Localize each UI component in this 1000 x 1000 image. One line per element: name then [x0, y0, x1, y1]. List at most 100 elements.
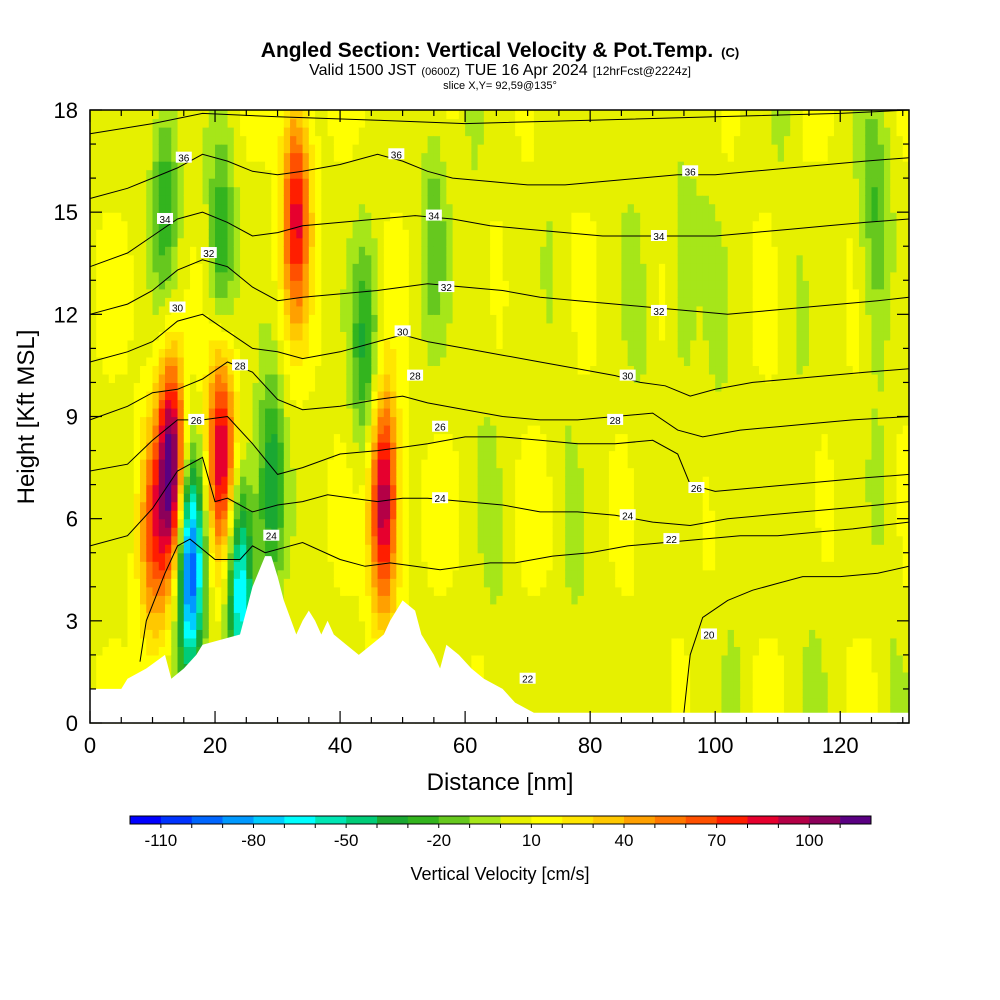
- velocity-cell: [165, 510, 172, 520]
- velocity-cell: [352, 552, 360, 562]
- velocity-cell: [483, 195, 491, 205]
- velocity-cell: [252, 246, 260, 256]
- velocity-cell: [121, 280, 129, 290]
- velocity-cell: [177, 186, 185, 196]
- velocity-cell: [271, 161, 279, 171]
- velocity-cell: [96, 135, 104, 145]
- velocity-cell: [471, 135, 479, 145]
- velocity-cell: [496, 314, 504, 324]
- velocity-cell: [315, 271, 322, 281]
- velocity-cell: [233, 203, 241, 213]
- velocity-cell: [365, 518, 372, 528]
- velocity-cell: [315, 612, 322, 622]
- velocity-cell: [508, 237, 516, 247]
- velocity-cell: [258, 544, 266, 554]
- velocity-cell: [146, 654, 154, 664]
- velocity-cell: [258, 127, 266, 137]
- velocity-cell: [140, 118, 147, 128]
- velocity-cell: [490, 544, 497, 554]
- velocity-cell: [146, 535, 154, 545]
- velocity-cell: [515, 229, 522, 239]
- velocity-cell: [227, 237, 235, 247]
- velocity-cell: [196, 450, 204, 460]
- velocity-cell: [315, 450, 322, 460]
- velocity-cell: [402, 476, 410, 486]
- velocity-cell: [371, 561, 379, 571]
- velocity-cell: [327, 620, 335, 630]
- velocity-cell: [233, 263, 241, 273]
- velocity-cell: [158, 135, 166, 145]
- velocity-cell: [433, 603, 441, 613]
- velocity-cell: [240, 450, 247, 460]
- velocity-cell: [427, 305, 435, 315]
- velocity-cell: [96, 127, 104, 137]
- velocity-cell: [215, 178, 222, 188]
- velocity-cell: [321, 603, 329, 613]
- velocity-cell: [327, 459, 335, 469]
- velocity-cell: [446, 263, 454, 273]
- velocity-cell: [377, 373, 385, 384]
- velocity-cell: [365, 356, 372, 367]
- velocity-cell: [502, 373, 510, 384]
- velocity-cell: [346, 620, 354, 630]
- velocity-cell: [446, 586, 454, 596]
- velocity-cell: [140, 220, 147, 230]
- velocity-cell: [133, 663, 141, 673]
- velocity-cell: [471, 603, 479, 613]
- velocity-cell: [215, 459, 222, 469]
- velocity-cell: [271, 399, 279, 409]
- velocity-cell: [377, 518, 385, 528]
- velocity-cell: [490, 382, 497, 392]
- velocity-cell: [433, 629, 441, 639]
- velocity-cell: [515, 314, 522, 324]
- velocity-cell: [377, 552, 385, 562]
- velocity-cell: [502, 629, 510, 639]
- velocity-cell: [233, 603, 241, 613]
- velocity-cell: [458, 288, 466, 298]
- velocity-cell: [352, 314, 360, 324]
- velocity-cell: [277, 161, 285, 171]
- velocity-cell: [140, 297, 147, 307]
- velocity-cell: [465, 373, 472, 384]
- velocity-cell: [152, 365, 160, 375]
- velocity-cell: [365, 459, 372, 469]
- velocity-cell: [183, 629, 191, 639]
- velocity-cell: [421, 382, 429, 392]
- velocity-cell: [340, 263, 347, 273]
- velocity-cell: [290, 527, 297, 537]
- velocity-cell: [227, 280, 235, 290]
- velocity-cell: [302, 552, 310, 562]
- velocity-cell: [515, 552, 522, 562]
- velocity-cell: [321, 425, 329, 435]
- velocity-cell: [383, 305, 391, 315]
- velocity-cell: [421, 288, 429, 298]
- velocity-cell: [240, 322, 247, 332]
- velocity-cell: [177, 220, 185, 230]
- velocity-cell: [165, 237, 172, 247]
- velocity-cell: [321, 314, 329, 324]
- velocity-cell: [277, 237, 285, 247]
- velocity-cell: [246, 390, 254, 401]
- velocity-cell: [227, 382, 235, 392]
- velocity-cell: [133, 161, 141, 171]
- velocity-cell: [471, 322, 479, 332]
- velocity-cell: [408, 544, 416, 554]
- velocity-cell: [396, 450, 404, 460]
- velocity-cell: [233, 186, 241, 196]
- velocity-cell: [96, 220, 104, 230]
- velocity-cell: [421, 390, 429, 401]
- velocity-cell: [265, 476, 272, 486]
- velocity-cell: [202, 356, 210, 367]
- velocity-cell: [121, 527, 129, 537]
- velocity-cell: [490, 288, 497, 298]
- velocity-cell: [346, 484, 354, 494]
- velocity-cell: [508, 629, 516, 639]
- velocity-cell: [140, 433, 147, 443]
- velocity-cell: [283, 135, 291, 145]
- velocity-cell: [283, 280, 291, 290]
- velocity-cell: [227, 493, 235, 503]
- velocity-cell: [258, 501, 266, 511]
- velocity-cell: [346, 186, 354, 196]
- velocity-cell: [421, 127, 429, 137]
- velocity-cell: [465, 467, 472, 477]
